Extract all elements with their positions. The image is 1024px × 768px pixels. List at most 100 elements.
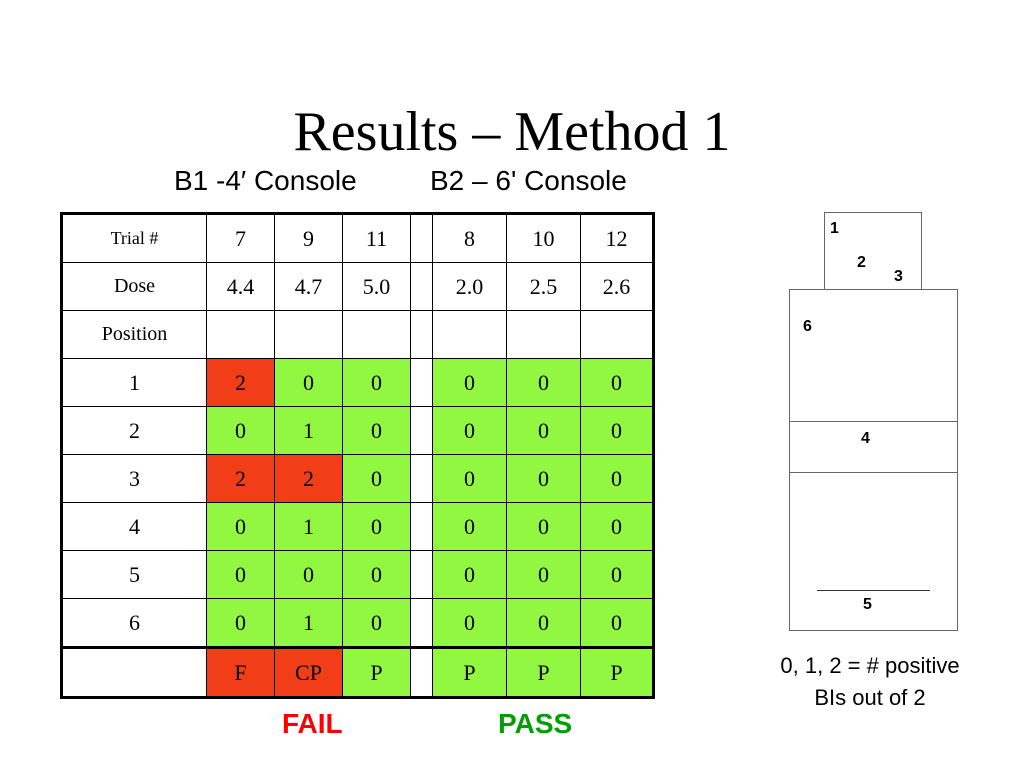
- column-gap: [410, 406, 433, 455]
- table-row-dose: Dose 4.4 4.7 5.0 2.0 2.5 2.6: [61, 262, 654, 311]
- table-cell: 0: [206, 502, 275, 551]
- row-label: 3: [61, 454, 207, 503]
- column-gap: [410, 598, 433, 648]
- table-cell: 0: [506, 502, 581, 551]
- table-cell: 2.0: [432, 262, 507, 311]
- table-cell: CP: [274, 646, 343, 698]
- table-cell: F: [206, 646, 275, 698]
- table-cell: 0: [506, 454, 581, 503]
- verdict-pass: PASS: [498, 708, 573, 739]
- column-gap: [410, 550, 433, 599]
- table-cell: 0: [506, 550, 581, 599]
- table-cell: 0: [580, 550, 654, 599]
- subtitle-b2: B2 – 6' Console: [430, 165, 627, 196]
- legend-line: BIs out of 2: [814, 685, 926, 710]
- row-label: 6: [61, 598, 207, 648]
- diagram-position-label: 3: [894, 268, 903, 285]
- table-cell: 0: [580, 598, 654, 648]
- diagram-divider: [790, 472, 957, 473]
- table-cell: [580, 310, 654, 359]
- table-row-trial: Trial # 7 9 11 8 10 12: [61, 213, 654, 263]
- legend-line: 0, 1, 2 = # positive: [780, 653, 960, 678]
- row-label: 4: [61, 502, 207, 551]
- table-cell: [342, 310, 411, 359]
- diagram-position-label: 4: [861, 430, 870, 447]
- table-cell: 1: [274, 502, 343, 551]
- table-cell: 10: [506, 213, 581, 263]
- row-label: Trial #: [61, 213, 207, 263]
- table-cell: 0: [342, 358, 411, 407]
- row-label: Position: [61, 310, 207, 359]
- table-cell: 0: [506, 598, 581, 648]
- table-cell: 0: [342, 502, 411, 551]
- diagram-main-body: [789, 289, 958, 631]
- row-label: [61, 646, 207, 698]
- table-cell: [274, 310, 343, 359]
- diagram-position-label: 2: [857, 254, 866, 271]
- table-cell: [432, 310, 507, 359]
- table-cell: 0: [342, 598, 411, 648]
- subtitle-b1: B1 -4′ Console: [174, 165, 357, 196]
- table-cell: 0: [580, 454, 654, 503]
- table-cell: P: [432, 646, 507, 698]
- column-gap: [410, 646, 433, 698]
- table-cell: 9: [274, 213, 343, 263]
- table-cell: 4.7: [274, 262, 343, 311]
- table-row-position-6: 6 0 1 0 0 0 0: [61, 598, 654, 648]
- table-cell: 2.6: [580, 262, 654, 311]
- table-cell: 0: [432, 358, 507, 407]
- diagram-top-compartment: [824, 212, 922, 290]
- row-label: Dose: [61, 262, 207, 311]
- column-gap: [410, 213, 433, 263]
- row-label: 2: [61, 406, 207, 455]
- table-row-position-3: 3 2 2 0 0 0 0: [61, 454, 654, 503]
- table-row-position-5: 5 0 0 0 0 0 0: [61, 550, 654, 599]
- table-cell: 8: [432, 213, 507, 263]
- table-cell: 7: [206, 213, 275, 263]
- table-cell: 0: [342, 550, 411, 599]
- table-row-summary: F CP P P P P: [61, 646, 654, 698]
- table-cell: 11: [342, 213, 411, 263]
- table-cell: 0: [432, 502, 507, 551]
- table-cell: 0: [206, 598, 275, 648]
- diagram-position-label: 5: [863, 596, 872, 613]
- column-gap: [410, 262, 433, 311]
- diagram-divider: [790, 421, 957, 422]
- table-cell: 4.4: [206, 262, 275, 311]
- table-row-position-4: 4 0 1 0 0 0 0: [61, 502, 654, 551]
- table-cell: [206, 310, 275, 359]
- table-cell: 0: [432, 454, 507, 503]
- table-cell: 12: [580, 213, 654, 263]
- table-cell: 0: [580, 502, 654, 551]
- table-row-position-2: 2 0 1 0 0 0 0: [61, 406, 654, 455]
- row-label: 1: [61, 358, 207, 407]
- table-cell: 1: [274, 598, 343, 648]
- row-label: 5: [61, 550, 207, 599]
- table-cell: 0: [206, 406, 275, 455]
- table-cell: 0: [432, 550, 507, 599]
- table-cell: 1: [274, 406, 343, 455]
- table-cell: 2: [274, 454, 343, 503]
- table-cell: 0: [206, 550, 275, 599]
- table-cell: 0: [432, 598, 507, 648]
- table-cell: 5.0: [342, 262, 411, 311]
- table-cell: 0: [342, 454, 411, 503]
- column-gap: [410, 310, 433, 359]
- slide-title: Results – Method 1: [293, 101, 731, 163]
- table-cell: 0: [274, 550, 343, 599]
- column-gap: [410, 358, 433, 407]
- table-cell: 0: [342, 406, 411, 455]
- verdict-fail: FAIL: [282, 708, 343, 739]
- table-cell: 2: [206, 358, 275, 407]
- table-cell: P: [580, 646, 654, 698]
- table-row-position-1: 1 2 0 0 0 0 0: [61, 358, 654, 407]
- table-cell: 0: [580, 406, 654, 455]
- table-cell: [506, 310, 581, 359]
- results-table: Trial # 7 9 11 8 10 12 Dose 4.4 4.7 5.0 …: [60, 212, 655, 699]
- diagram-shelf-line: [817, 590, 930, 591]
- table-cell: P: [506, 646, 581, 698]
- table-cell: 0: [506, 358, 581, 407]
- table-cell: 0: [506, 406, 581, 455]
- table-row-position-header: Position: [61, 310, 654, 359]
- table-cell: 0: [580, 358, 654, 407]
